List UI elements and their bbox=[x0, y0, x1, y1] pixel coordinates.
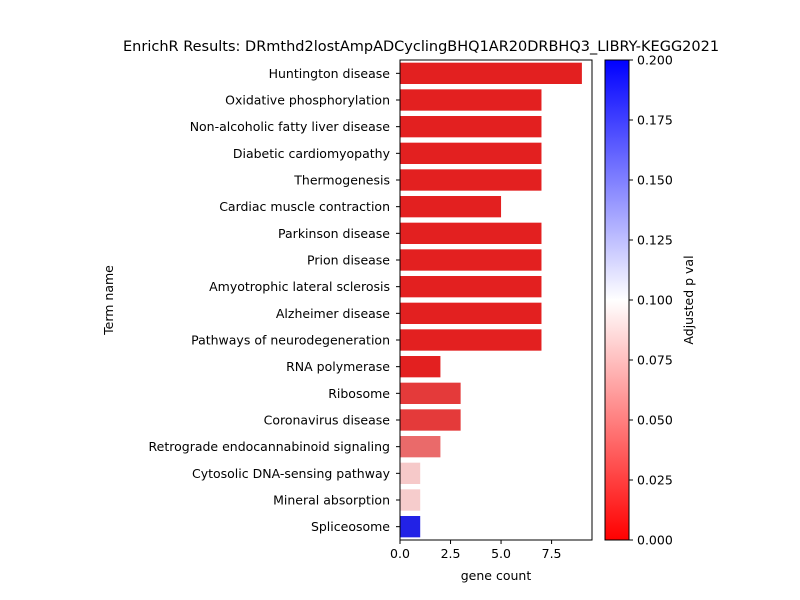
colorbar-tick-label: 0.175 bbox=[637, 113, 673, 128]
x-tick-label: 7.5 bbox=[542, 546, 562, 561]
colorbar-tick-label: 0.150 bbox=[637, 173, 673, 188]
y-tick-label: Coronavirus disease bbox=[264, 413, 391, 428]
plot-frame bbox=[399, 59, 593, 541]
y-tick-label: Non-alcoholic fatty liver disease bbox=[190, 119, 391, 134]
colorbar bbox=[604, 59, 630, 541]
bar-prion-disease bbox=[400, 249, 542, 271]
x-tick-label: 5.0 bbox=[491, 546, 511, 561]
bar-amyotrophic-lateral-sclerosis bbox=[400, 276, 542, 298]
bar-thermogenesis bbox=[400, 169, 542, 191]
bar-retrograde-endocannabinoid-signaling bbox=[400, 436, 441, 458]
bar-alzheimer-disease bbox=[400, 302, 542, 324]
y-tick-labels: Huntington disease Oxidative phosphorylat… bbox=[149, 66, 400, 534]
bar-non-alcoholic-fatty-liver-disease bbox=[400, 116, 542, 138]
colorbar-tick-label: 0.125 bbox=[637, 233, 673, 248]
x-tick-label: 0.0 bbox=[390, 546, 410, 561]
y-tick-label: Cytosolic DNA-sensing pathway bbox=[192, 466, 391, 481]
chart-title: EnrichR Results: DRmthd2lostAmpADCycling… bbox=[123, 39, 719, 55]
colorbar-tick-label: 0.000 bbox=[637, 533, 673, 548]
y-axis-label: Term name bbox=[101, 265, 116, 336]
bar-coronavirus-disease bbox=[400, 409, 461, 431]
y-tick-label: Pathways of neurodegeneration bbox=[191, 333, 390, 348]
colorbar-tick-label: 0.100 bbox=[637, 293, 673, 308]
bar-parkinson-disease bbox=[400, 222, 542, 244]
bar-spliceosome bbox=[400, 516, 421, 538]
y-tick-label: Mineral absorption bbox=[273, 493, 390, 508]
bar-cardiac-muscle-contraction bbox=[400, 196, 502, 218]
y-tick-label: Huntington disease bbox=[269, 66, 391, 81]
y-tick-label: Amyotrophic lateral sclerosis bbox=[209, 279, 390, 294]
y-tick-label: Parkinson disease bbox=[278, 226, 390, 241]
bar-rna-polymerase bbox=[400, 356, 441, 378]
bar-ribosome bbox=[400, 382, 461, 404]
y-tick-label: Retrograde endocannabinoid signaling bbox=[149, 439, 390, 454]
bar-pathways-of-neurodegeneration bbox=[400, 329, 542, 351]
colorbar-tick-label: 0.200 bbox=[637, 53, 673, 68]
bar-mineral-absorption bbox=[400, 489, 421, 511]
y-tick-label: Cardiac muscle contraction bbox=[219, 199, 390, 214]
y-tick-label: RNA polymerase bbox=[286, 359, 390, 374]
x-ticks: 0.0 2.5 5.0 7.5 bbox=[390, 540, 562, 561]
y-tick-label: Alzheimer disease bbox=[276, 306, 390, 321]
bar-oxidative-phosphorylation bbox=[400, 89, 542, 111]
x-axis-label: gene count bbox=[461, 568, 532, 583]
y-tick-label: Oxidative phosphorylation bbox=[225, 93, 390, 108]
colorbar-ticks: 0.000 0.025 0.050 0.075 0.100 0.125 0.150 0.175… bbox=[629, 53, 673, 548]
colorbar-tick-label: 0.025 bbox=[637, 473, 673, 488]
y-tick-label: Diabetic cardiomyopathy bbox=[233, 146, 391, 161]
colorbar-tick-label: 0.050 bbox=[637, 413, 673, 428]
colorbar-tick-label: 0.075 bbox=[637, 353, 673, 368]
y-tick-label: Prion disease bbox=[307, 253, 390, 268]
colorbar-label: Adjusted p val bbox=[681, 255, 696, 344]
bars-group bbox=[400, 62, 582, 538]
y-tick-label: Spliceosome bbox=[311, 519, 390, 534]
y-tick-label: Thermogenesis bbox=[293, 173, 390, 188]
bar-cytosolic-dna-sensing-pathway bbox=[400, 462, 421, 484]
x-tick-label: 2.5 bbox=[441, 546, 461, 561]
y-tick-label: Ribosome bbox=[328, 386, 390, 401]
bar-huntington-disease bbox=[400, 62, 582, 84]
bar-diabetic-cardiomyopathy bbox=[400, 142, 542, 164]
